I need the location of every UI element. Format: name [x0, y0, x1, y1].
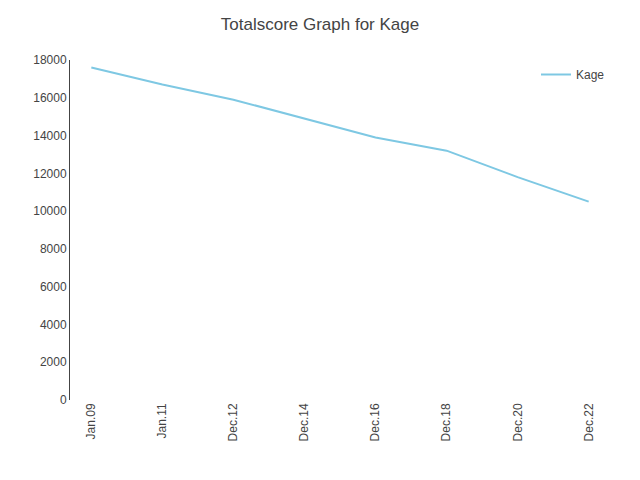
- svg-text:6000: 6000: [40, 280, 67, 294]
- svg-text:16000: 16000: [33, 91, 67, 105]
- svg-text:Dec.20: Dec.20: [511, 403, 525, 441]
- svg-text:Dec.22: Dec.22: [582, 403, 596, 441]
- svg-text:Totalscore Graph for Kage: Totalscore Graph for Kage: [221, 15, 419, 34]
- svg-text:Dec.12: Dec.12: [226, 403, 240, 441]
- svg-text:Kage: Kage: [576, 68, 604, 82]
- svg-text:12000: 12000: [33, 167, 67, 181]
- svg-text:2000: 2000: [40, 355, 67, 369]
- svg-text:18000: 18000: [33, 53, 67, 67]
- svg-text:10000: 10000: [33, 204, 67, 218]
- svg-text:8000: 8000: [40, 242, 67, 256]
- svg-text:4000: 4000: [40, 318, 67, 332]
- svg-text:14000: 14000: [33, 129, 67, 143]
- svg-text:Dec.14: Dec.14: [297, 403, 311, 441]
- svg-text:Jan.09: Jan.09: [84, 403, 98, 439]
- svg-text:Jan.11: Jan.11: [155, 403, 169, 438]
- svg-text:0: 0: [60, 393, 67, 407]
- svg-text:Dec.18: Dec.18: [439, 403, 453, 441]
- svg-text:Dec.16: Dec.16: [368, 403, 382, 441]
